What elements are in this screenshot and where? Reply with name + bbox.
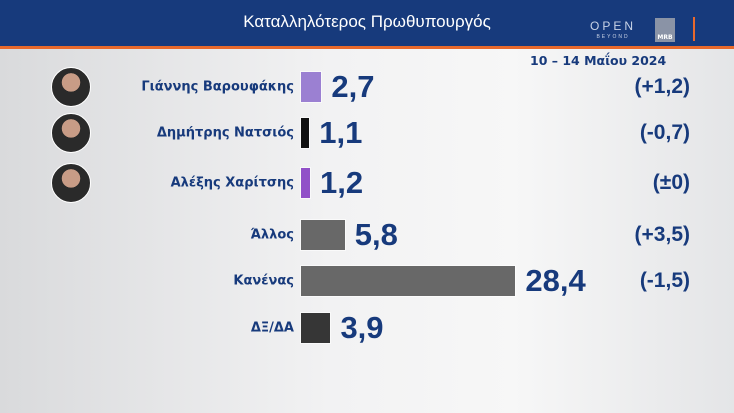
change-label: (+1,2) <box>634 75 690 98</box>
value-label: 2,7 <box>331 69 375 104</box>
value-label: 3,9 <box>340 310 384 345</box>
change-label: (±0) <box>652 171 690 194</box>
logo-divider <box>693 17 695 41</box>
open-logo: OPEN BEYOND <box>590 19 637 40</box>
header-accent-line <box>0 46 734 49</box>
change-label: (-0,7) <box>639 121 690 144</box>
category-label: Δημήτρης Νατσιός <box>156 125 294 141</box>
bar <box>299 167 312 199</box>
value-label: 1,1 <box>319 115 363 150</box>
candidate-photo <box>51 67 91 107</box>
chart-title: Καταλληλότερος Πρωθυπουργός <box>243 12 491 31</box>
category-label: Κανένας <box>233 273 294 289</box>
category-label: Άλλος <box>250 227 294 243</box>
bar <box>300 219 346 251</box>
date-range: 10 – 14 Μαΐου 2024 <box>530 53 667 68</box>
category-label: Αλέξης Χαρίτσης <box>170 175 294 191</box>
change-label: (+3,5) <box>634 223 690 246</box>
bar <box>299 265 517 297</box>
mrb-logo: MRB <box>655 18 675 42</box>
bar <box>299 117 311 149</box>
bar <box>299 312 332 344</box>
value-label: 1,2 <box>320 165 364 200</box>
candidate-photo <box>51 113 91 153</box>
category-label: Γιάννης Βαρουφάκης <box>141 79 294 95</box>
change-label: (-1,5) <box>639 269 690 292</box>
bar <box>299 71 323 103</box>
value-label: 5,8 <box>354 217 398 252</box>
candidate-photo <box>51 163 91 203</box>
category-label: ΔΞ/ΔΑ <box>250 320 294 336</box>
value-label: 28,4 <box>525 263 586 298</box>
header: Καταλληλότερος Πρωθυπουργός OPEN BEYOND M… <box>0 0 734 46</box>
